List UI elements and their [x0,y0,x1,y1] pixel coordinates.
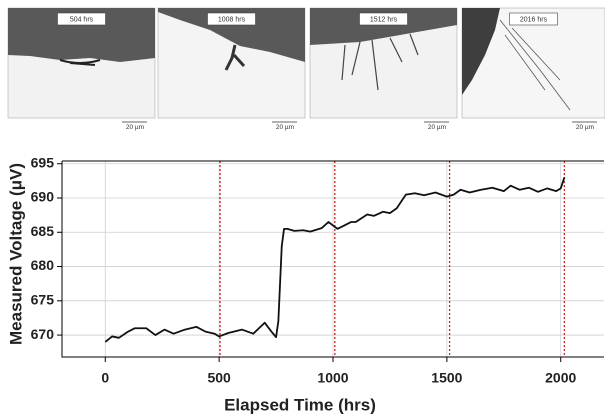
panel-label: 1512 hrs [370,16,398,23]
y-tick-label: 695 [31,154,55,170]
x-tick-label: 0 [101,370,109,386]
panel-label: 504 hrs [70,16,94,23]
x-tick-label: 500 [207,370,231,386]
x-tick-label: 1000 [317,370,348,386]
axis-frame [61,160,604,358]
y-axis-title: Measured Voltage (μV) [6,163,25,345]
panel-label: 1008 hrs [218,16,246,23]
scale-label: 20 µm [576,124,594,131]
y-tick-label: 670 [31,326,55,342]
y-tick-label: 685 [31,223,55,239]
y-tick-label: 675 [31,292,55,308]
scale-label: 20 µm [276,124,294,131]
label-box [57,12,106,26]
x-tick-label: 1500 [431,370,462,386]
y-tick-label: 690 [31,189,55,205]
data-line [104,177,566,343]
label-box [207,12,256,26]
micrograph-art [7,7,605,119]
x-tick-label: 2000 [545,370,576,386]
scale-label: 20 µm [428,124,446,131]
label-box [359,12,408,26]
scale-label: 20 µm [126,124,144,131]
x-axis-title: Elapsed Time (hrs) [224,395,376,414]
y-tick-label: 680 [31,257,55,273]
label-box [509,12,558,26]
panel-label: 2016 hrs [520,16,548,23]
